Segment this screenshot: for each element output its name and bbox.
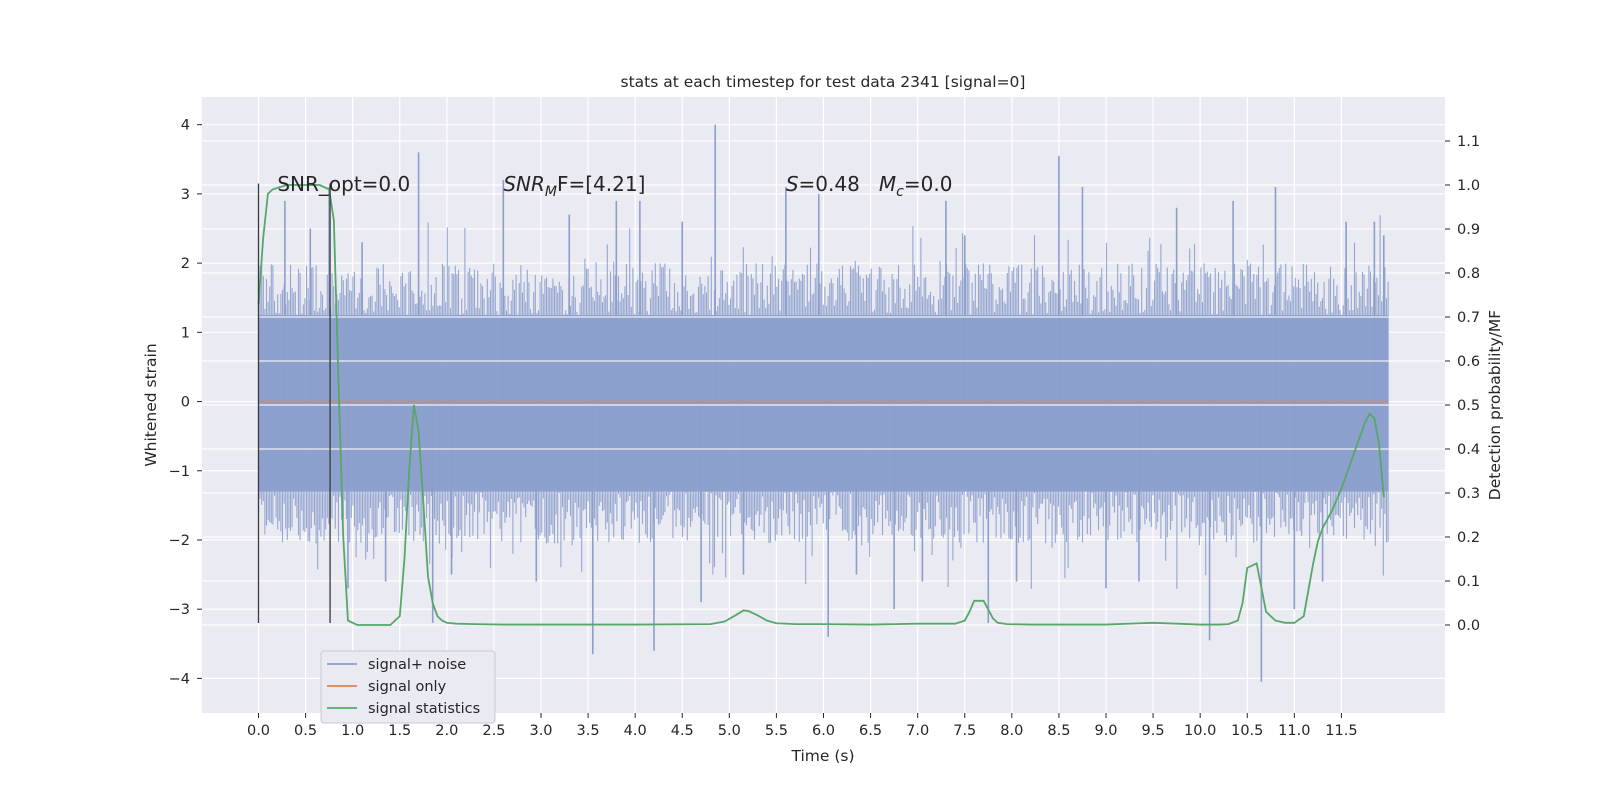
annotation-mc-value: =0.0	[904, 172, 953, 196]
right-tick-label: 0.4	[1457, 442, 1480, 458]
x-tick-label: 1.0	[341, 723, 364, 739]
x-tick-label: 11.5	[1325, 723, 1357, 739]
annotation-snr-mf: SNRMF=[4.21]	[503, 172, 645, 200]
left-tick-label: 4	[181, 118, 190, 134]
annotation-s-value: =0.48	[799, 172, 879, 196]
x-tick-label: 2.0	[435, 723, 458, 739]
left-tick-label: −1	[169, 464, 190, 480]
left-tick-label: −3	[169, 602, 190, 618]
x-tick-label: 5.5	[765, 723, 788, 739]
annotation-s: S	[786, 172, 799, 196]
left-tick-label: 0	[181, 395, 190, 411]
right-tick-label: 1.0	[1457, 178, 1480, 194]
right-tick-label: 0.5	[1457, 398, 1480, 414]
x-tick-label: 10.5	[1231, 723, 1263, 739]
x-tick-label: 0.5	[294, 723, 317, 739]
annotation-s-mc: S=0.48 Mc=0.0	[786, 172, 953, 200]
annotation-snr-opt: SNR_opt=0.0	[277, 172, 410, 196]
x-tick-label: 5.0	[718, 723, 741, 739]
annotations: SNR_opt=0.0 SNRMF=[4.21] S=0.48 Mc=0.0	[277, 172, 952, 200]
left-tick-label: 2	[181, 256, 190, 272]
x-tick-label: 3.5	[577, 723, 600, 739]
left-tick-label: −2	[169, 533, 190, 549]
right-tick-label: 0.8	[1457, 266, 1480, 282]
right-tick-label: 0.3	[1457, 486, 1480, 502]
annotation-snr-mf-sub: M	[545, 184, 557, 200]
x-tick-label: 4.0	[624, 723, 647, 739]
annotation-mc-sub: c	[896, 184, 904, 200]
legend-label-signal-statistics: signal statistics	[368, 701, 480, 717]
right-tick-label: 0.6	[1457, 354, 1480, 370]
right-tick-label: 0.9	[1457, 222, 1480, 238]
left-tick-label: −4	[169, 671, 190, 687]
annotation-mc: M	[879, 172, 896, 196]
signal-noise-series	[257, 124, 1389, 682]
right-tick-label: 0.0	[1457, 618, 1480, 634]
legend-label-signal-noise: signal+ noise	[368, 657, 466, 673]
x-tick-label: 3.0	[529, 723, 552, 739]
left-axis-label: Whitened strain	[142, 343, 160, 466]
x-tick-label: 8.0	[1000, 723, 1023, 739]
x-tick-label: 4.5	[671, 723, 694, 739]
chart-title: stats at each timestep for test data 234…	[621, 73, 1026, 91]
legend-box	[320, 650, 496, 724]
x-tick-label: 8.5	[1047, 723, 1070, 739]
right-tick-label: 0.7	[1457, 310, 1480, 326]
x-tick-label: 6.0	[812, 723, 835, 739]
x-tick-label: 11.0	[1278, 723, 1310, 739]
x-tick-label: 6.5	[859, 723, 882, 739]
x-tick-label: 7.5	[953, 723, 976, 739]
left-axis-ticks: −4 −3 −2 −1 0 1 2 3 4	[169, 118, 202, 687]
legend: signal+ noise signal only signal statist…	[320, 650, 496, 724]
series-lines	[257, 184, 1389, 626]
right-tick-label: 0.2	[1457, 530, 1480, 546]
x-tick-label: 1.5	[388, 723, 411, 739]
right-tick-label: 1.1	[1457, 134, 1480, 150]
right-tick-label: 0.1	[1457, 574, 1480, 590]
right-axis-label: Detection probability/MF	[1486, 310, 1504, 501]
annotation-snr-mf-prefix: SNR	[503, 172, 545, 196]
right-axis-ticks: 0.0 0.1 0.2 0.3 0.4 0.5 0.6 0.7 0.8 0.9 1.0 1.1	[1445, 134, 1480, 634]
x-tick-label: 10.0	[1184, 723, 1216, 739]
x-tick-label: 0.0	[247, 723, 270, 739]
left-tick-label: 3	[181, 187, 190, 203]
x-tick-label: 2.5	[482, 723, 505, 739]
x-tick-label: 9.5	[1142, 723, 1165, 739]
left-tick-label: 1	[181, 325, 190, 341]
signal-statistics-line	[257, 184, 1385, 626]
x-tick-label: 9.0	[1094, 723, 1117, 739]
legend-label-signal-only: signal only	[368, 679, 447, 695]
x-axis-ticks: 0.0 0.5 1.0 1.5 2.0 2.5 3.0 3.5 4.0 4.5 5.0 5.5 6.0 6…	[247, 713, 1358, 739]
annotation-snr-mf-rest: F=[4.21]	[557, 172, 645, 196]
x-tick-label: 7.0	[906, 723, 929, 739]
vertical-markers	[257, 183, 331, 624]
x-axis-label: Time (s)	[790, 747, 854, 765]
